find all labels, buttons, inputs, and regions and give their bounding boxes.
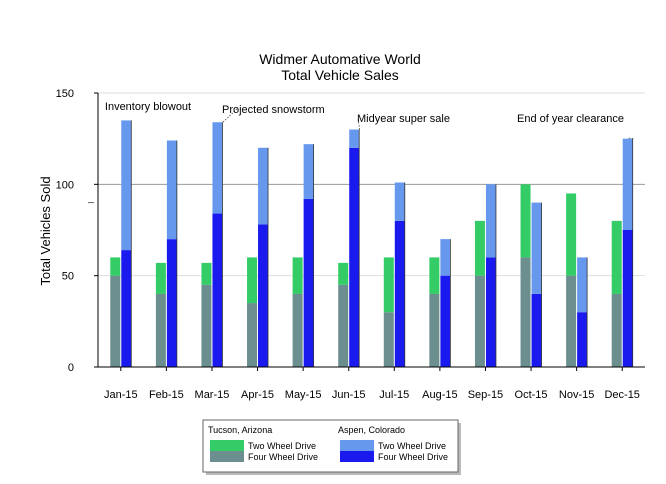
bar-tucson-4wd [155, 293, 166, 367]
bar-tucson-4wd [110, 275, 121, 367]
bar-tucson-2wd [429, 257, 440, 294]
y-tick-label: 100 [56, 179, 74, 191]
bar-tucson-4wd [611, 293, 622, 367]
legend-swatch [210, 440, 244, 451]
legend-label: Two Wheel Drive [378, 441, 446, 451]
legend-label: Four Wheel Drive [378, 452, 448, 462]
annotation-leader [222, 107, 239, 123]
chart-title: Widmer Automative World [259, 51, 421, 67]
bar-tucson-2wd [201, 262, 212, 285]
bar-aspen-4wd [577, 312, 588, 367]
bar-aspen-4wd [212, 213, 223, 367]
bar-aspen-2wd [212, 122, 223, 214]
bar-tucson-4wd [201, 284, 212, 367]
bar-tucson-4wd [383, 312, 394, 367]
bar-aspen-4wd [622, 230, 633, 367]
bar-aspen-2wd [121, 120, 132, 251]
bar-tucson-2wd [110, 257, 121, 276]
x-tick-label: Sep-15 [468, 389, 503, 401]
x-tick-label: May-15 [285, 389, 322, 401]
annotation-leader [357, 117, 361, 130]
bar-aspen-4wd [485, 257, 496, 367]
bar-aspen-2wd [577, 257, 588, 313]
bar-aspen-2wd [166, 140, 177, 240]
bar-tucson-2wd [383, 257, 394, 313]
bar-aspen-4wd [440, 275, 451, 367]
bar-tucson-4wd [338, 284, 349, 367]
annotation-label: Projected snowstorm [222, 104, 325, 116]
bar-aspen-2wd [622, 138, 633, 230]
annotation-label: Midyear super sale [357, 113, 450, 125]
annotation-label: Inventory blowout [105, 101, 191, 113]
x-tick-label: Apr-15 [241, 389, 274, 401]
x-tick-label: Nov-15 [559, 389, 594, 401]
y-tick-label: 150 [56, 88, 74, 100]
legend-group-title: Aspen, Colorado [338, 425, 405, 435]
annotation-label: End of year clearance [517, 113, 624, 125]
bar-tucson-4wd [520, 257, 531, 367]
bar-tucson-4wd [566, 275, 577, 367]
legend-label: Four Wheel Drive [248, 452, 318, 462]
bar-tucson-2wd [611, 220, 622, 294]
bar-tucson-2wd [292, 257, 303, 294]
bar-tucson-4wd [429, 293, 440, 367]
bar-aspen-2wd [303, 144, 314, 199]
gridlines [98, 92, 645, 277]
bar-aspen-2wd [440, 239, 451, 276]
bar-tucson-2wd [566, 193, 577, 276]
y-tick-label: 50 [62, 271, 74, 283]
legend-swatch [210, 451, 244, 462]
x-tick-label: Feb-15 [149, 389, 184, 401]
bar-aspen-4wd [303, 198, 314, 367]
x-tick-label: Jun-15 [332, 389, 366, 401]
bar-aspen-4wd [394, 220, 405, 367]
bar-aspen-2wd [394, 182, 405, 221]
legend-swatch [340, 440, 374, 451]
bar-aspen-2wd [349, 129, 360, 148]
x-tick-label: Jan-15 [104, 389, 138, 401]
bar-aspen-4wd [166, 239, 177, 367]
bar-aspen-4wd [531, 293, 542, 367]
bar-tucson-2wd [247, 257, 258, 304]
bar-tucson-2wd [520, 184, 531, 258]
y-tick-label: 0 [68, 362, 74, 374]
x-tick-label: Dec-15 [604, 389, 639, 401]
bar-aspen-2wd [485, 184, 496, 258]
annotation-leader [627, 137, 634, 140]
x-tick-label: Oct-15 [515, 389, 548, 401]
bar-tucson-2wd [474, 220, 485, 276]
bar-tucson-4wd [292, 293, 303, 367]
legend-label: Two Wheel Drive [248, 441, 316, 451]
x-tick-label: Aug-15 [422, 389, 457, 401]
axes: 0 50 100 150 Jan-15 Feb-15 Mar-15 Apr-15 May-15 J… [56, 88, 645, 401]
legend-swatch [340, 451, 374, 462]
bars [110, 120, 634, 367]
x-tick-label: Jul-15 [379, 389, 409, 401]
annotations: Inventory blowout Projected snowstorm Midy… [105, 101, 634, 140]
bar-tucson-4wd [474, 275, 485, 367]
bar-tucson-2wd [155, 262, 166, 294]
bar-aspen-2wd [258, 147, 269, 225]
y-axis-label: Total Vehicles Sold [38, 176, 53, 285]
bar-tucson-2wd [338, 262, 349, 285]
bar-aspen-4wd [121, 250, 132, 367]
bar-aspen-4wd [349, 147, 360, 367]
x-tick-label: Mar-15 [195, 389, 230, 401]
bar-tucson-4wd [247, 303, 258, 367]
chart-subtitle: Total Vehicle Sales [281, 67, 399, 83]
legend-box [202, 419, 459, 473]
bar-aspen-4wd [258, 224, 269, 367]
legend-group-title: Tucson, Arizona [208, 425, 272, 435]
bar-aspen-2wd [531, 202, 542, 294]
